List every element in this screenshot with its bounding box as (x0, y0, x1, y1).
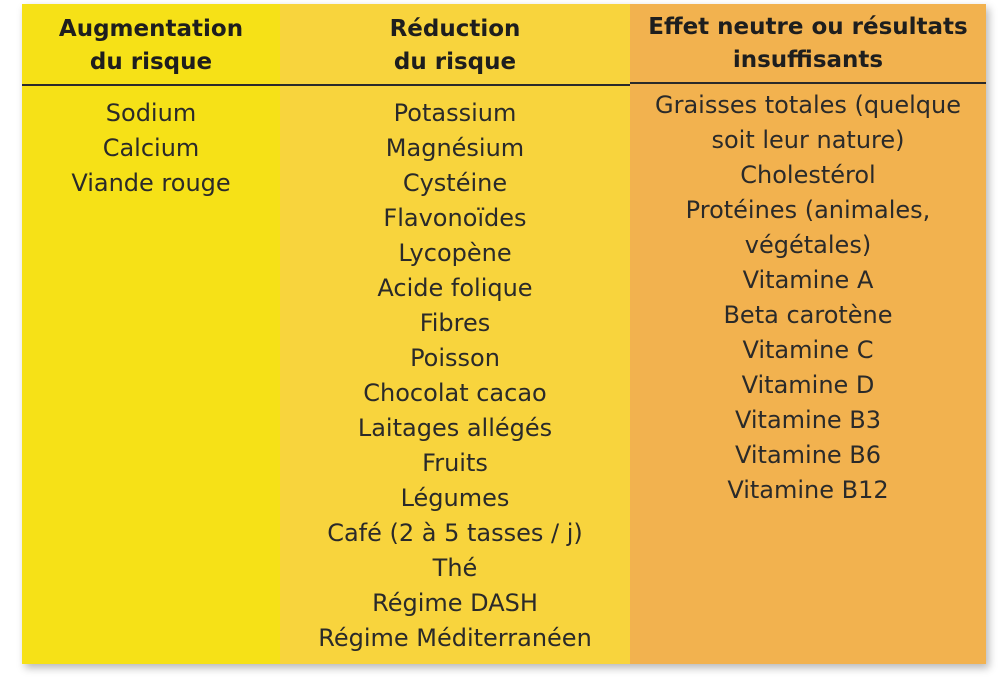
list-item: Fruits (422, 449, 488, 477)
list-item: Potassium (393, 99, 517, 127)
list-item: Café (2 à 5 tasses / j) (327, 519, 583, 547)
list-item: Cystéine (402, 169, 508, 197)
header-risk-increase: Augmentation du risque (22, 4, 280, 86)
list-risk-increase: Sodium Calcium Viande rouge (22, 86, 280, 201)
list-item: soit leur nature) (711, 126, 905, 154)
header-neutral-effect: Effet neutre ou résultats insuffisants (630, 4, 986, 84)
list-neutral-effect: Graisses totales (quelque soit leur natur… (630, 84, 986, 508)
list-item: Vitamine B6 (734, 441, 882, 469)
list-item: Vitamine B3 (734, 406, 882, 434)
list-item: Protéines (animales, (685, 196, 931, 224)
list-item: Vitamine B12 (727, 476, 889, 504)
list-item: Acide folique (377, 274, 533, 302)
list-item: Lycopène (398, 239, 512, 267)
list-item: Chocolat cacao (363, 379, 547, 407)
list-item: Calcium (102, 134, 200, 162)
list-item: Viande rouge (71, 169, 231, 197)
list-item: Vitamine D (741, 371, 875, 399)
list-item: Sodium (105, 99, 197, 127)
list-item: Régime Méditerranéen (318, 624, 592, 652)
list-item: Magnésium (385, 134, 525, 162)
list-item: Vitamine A (742, 266, 874, 294)
list-item: Régime DASH (372, 589, 538, 617)
list-item: Graisses totales (quelque (655, 91, 961, 119)
list-item: Poisson (410, 344, 500, 372)
risk-factors-table: Augmentation du risque Sodium Calcium Vian… (22, 4, 986, 664)
list-item: Laitages allégés (357, 414, 553, 442)
list-item: Légumes (400, 484, 510, 512)
list-item: Fibres (419, 309, 491, 337)
list-item: végétales) (744, 231, 872, 259)
list-item: Thé (432, 554, 478, 582)
column-neutral-effect: Effet neutre ou résultats insuffisants G… (630, 4, 986, 664)
list-item: Flavonoïdes (383, 204, 527, 232)
list-item: Cholestérol (740, 161, 876, 189)
list-risk-reduction: Potassium Magnésium Cystéine Flavonoïdes Lyc… (280, 86, 630, 656)
list-item: Beta carotène (723, 301, 893, 329)
column-risk-reduction: Réduction du risque Potassium Magnésium Cy… (280, 4, 630, 664)
column-risk-increase: Augmentation du risque Sodium Calcium Vian… (22, 4, 280, 664)
header-risk-reduction: Réduction du risque (280, 4, 630, 86)
list-item: Vitamine C (742, 336, 874, 364)
